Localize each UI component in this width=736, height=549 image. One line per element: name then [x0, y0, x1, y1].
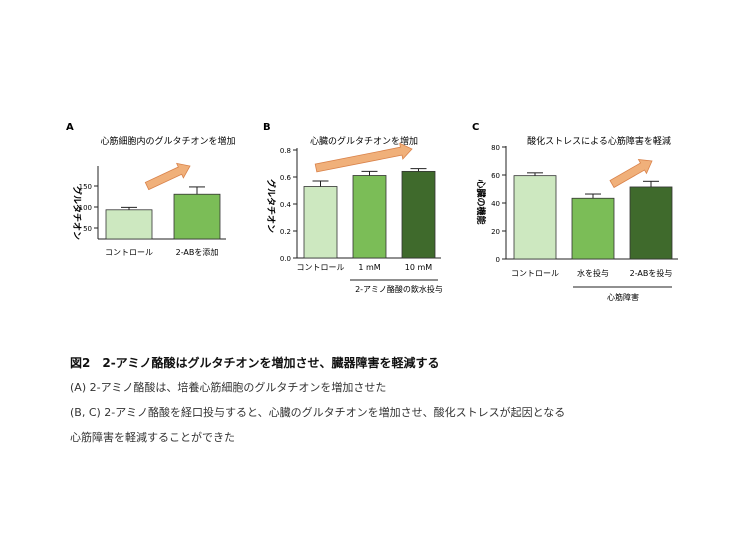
panel-c-letter: C — [472, 122, 479, 133]
panel-c-group-label: 心筋障害 — [607, 292, 639, 302]
panel-a-y-label: グルタチオン — [71, 186, 83, 240]
panel-b-trend-arrow-icon — [314, 142, 413, 173]
panel-a-y-tick-label: 100 — [79, 204, 92, 212]
panel-b-y-tick-label: 0.0 — [280, 255, 291, 263]
panel-a-title: 心筋細胞内のグルタチオンを増加 — [100, 135, 235, 147]
panel-a-category-label: 2-ABを添加 — [176, 247, 219, 257]
panel-b-bar — [401, 170, 436, 259]
panel-c-y-tick-label: 20 — [491, 228, 500, 236]
panel-a-category-label: コントロール — [105, 248, 153, 257]
panel-b-y-label: グルタチオン — [265, 179, 277, 233]
panel-b-category-label: 10 mM — [405, 263, 433, 272]
panel-c-y-tick-label: 80 — [491, 144, 500, 152]
panel-c-bar — [629, 186, 673, 260]
panel-c-y-label: 心臓の機能 — [475, 179, 487, 224]
panel-b-category-label: コントロール — [297, 263, 345, 272]
panel-c-y-tick-label: 0 — [496, 256, 500, 264]
panel-b-letter: B — [263, 122, 271, 133]
panel-b-category-label: 1 mM — [358, 263, 380, 272]
panel-a-bar — [105, 209, 153, 240]
panel-a-trend-arrow-icon — [144, 162, 191, 191]
panel-a-letter: A — [66, 122, 74, 133]
panel-c-bar — [513, 175, 557, 260]
figure-caption-line-3: 心筋障害を軽減することができた — [70, 431, 235, 444]
figure-caption-line-1: (A) 2-アミノ酪酸は、培養心筋細胞のグルタチオンを増加させた — [70, 381, 387, 394]
panel-b-y-tick-label: 0.2 — [280, 228, 291, 236]
panel-c-category-label: コントロール — [511, 269, 559, 278]
panel-c-trend-arrow-icon — [609, 159, 653, 189]
panel-a-y-tick-label: 150 — [79, 183, 92, 191]
panel-b-title: 心臓のグルタチオンを増加 — [310, 135, 418, 147]
panel-a-bar — [173, 193, 221, 240]
panel-b-y-tick-label: 0.4 — [280, 201, 292, 209]
panel-c-bar — [571, 197, 615, 260]
panel-b-bar — [303, 186, 338, 259]
panel-a-y-tick-label: 50 — [83, 225, 92, 233]
panel-b-group-label: 2-アミノ酪酸の飲水投与 — [355, 284, 443, 294]
figure-caption-line-2: (B, C) 2-アミノ酪酸を経口投与すると、心臓のグルタチオンを増加させ、酸化… — [70, 406, 566, 419]
figure-caption-title: 図2 2-アミノ酪酸はグルタチオンを増加させ、臓器障害を軽減する — [70, 356, 440, 370]
panel-b-y-tick-label: 0.6 — [280, 174, 292, 182]
panel-c-category-label: 2-ABを投与 — [630, 268, 673, 278]
panel-c-y-tick-label: 40 — [491, 200, 500, 208]
panel-b-bar — [352, 175, 387, 259]
panel-c-y-tick-label: 60 — [491, 172, 500, 180]
panel-b-y-tick-label: 0.8 — [280, 147, 291, 155]
panel-c-category-label: 水を投与 — [577, 268, 609, 278]
panel-c-title: 酸化ストレスによる心筋障害を軽減 — [527, 135, 671, 147]
